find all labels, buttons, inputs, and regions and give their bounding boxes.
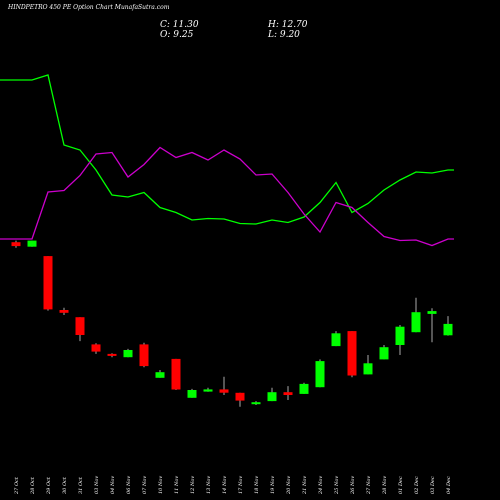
candle-body-24: [379, 347, 389, 360]
candle-body-2: [27, 240, 37, 247]
candle-body-28: [443, 323, 453, 336]
x-tick-label-10: 10 Nov: [158, 476, 164, 494]
x-tick-label-2: 28 Oct: [30, 476, 36, 495]
x-tick-label-14: 14 Nov: [222, 476, 228, 494]
candle-body-9: [139, 344, 149, 367]
candle-body-19: [299, 383, 309, 394]
high-label: H: 12.70: [267, 20, 308, 30]
series-line-magenta: [0, 146, 454, 247]
candle-body-26: [411, 312, 421, 333]
x-tick-label-6: 03 Nov: [94, 476, 100, 494]
x-tick-label-1: 27 Oct: [14, 476, 20, 495]
candle-body-6: [91, 344, 101, 352]
x-tick-label-16: 18 Nov: [254, 476, 260, 494]
candle-body-21: [331, 333, 341, 347]
open-label: O: 9.25: [160, 30, 194, 40]
x-tick-label-7: 04 Nov: [110, 476, 116, 494]
x-tick-label-19: 21 Nov: [302, 476, 308, 495]
candle-body-7: [107, 353, 117, 356]
x-tick-label-22: 26 Nov: [350, 476, 356, 495]
candles-group: [11, 240, 453, 407]
candle-body-13: [203, 389, 213, 392]
candle-body-17: [267, 392, 277, 402]
candle-body-20: [315, 361, 325, 388]
candle-body-14: [219, 389, 229, 393]
x-tick-label-13: 13 Nov: [206, 476, 212, 494]
candle-body-15: [235, 392, 245, 401]
x-tick-label-15: 17 Nov: [238, 476, 244, 494]
candle-body-18: [283, 392, 293, 395]
candle-body-12: [187, 390, 197, 398]
x-tick-label-5: 31 Oct: [78, 476, 84, 494]
x-tick-label-24: 28 Nov: [382, 476, 388, 495]
candle-body-23: [363, 363, 373, 375]
x-axis-ticks: 27 Oct 28 Oct 29 Oct 30 Oct 31 Oct 03 Nov 04 N…: [14, 476, 452, 495]
candle-body-1: [11, 242, 21, 247]
x-tick-label-4: 30 Oct: [62, 476, 68, 494]
x-tick-label-12: 12 Nov: [190, 476, 196, 494]
x-tick-label-20: 24 Nov: [318, 476, 324, 495]
candle-body-25: [395, 326, 405, 345]
close-label: C: 11.30: [160, 20, 199, 30]
candle-body-22: [347, 331, 357, 376]
candle-body-5: [75, 317, 85, 335]
candle-body-8: [123, 350, 133, 358]
low-label: L: 9.20: [267, 30, 300, 40]
x-tick-label-8: 06 Nov: [126, 476, 132, 494]
chart-title: HINDPETRO 450 PE Option Chart MunafaSutr…: [7, 4, 170, 11]
candle-body-11: [171, 358, 181, 390]
x-tick-label-28: 04 Dec: [446, 476, 452, 494]
x-tick-label-27: 03 Dec: [430, 476, 436, 494]
candle-body-4: [59, 310, 69, 313]
x-tick-label-18: 20 Nov: [286, 476, 292, 495]
x-tick-label-26: 02 Dec: [414, 476, 420, 494]
x-tick-label-21: 25 Nov: [334, 476, 340, 495]
x-tick-label-25: 01 Dec: [398, 476, 404, 494]
x-tick-label-11: 11 Nov: [174, 476, 180, 494]
candle-body-10: [155, 372, 165, 378]
candle-body-27: [427, 311, 437, 314]
x-tick-label-9: 07 Nov: [142, 476, 148, 494]
series-line-green: [0, 74, 454, 225]
x-tick-label-23: 27 Nov: [366, 476, 372, 495]
x-tick-label-17: 19 Nov: [270, 476, 276, 494]
candle-body-3: [43, 256, 53, 310]
x-tick-label-3: 29 Oct: [46, 476, 52, 495]
candle-body-16: [251, 402, 261, 405]
